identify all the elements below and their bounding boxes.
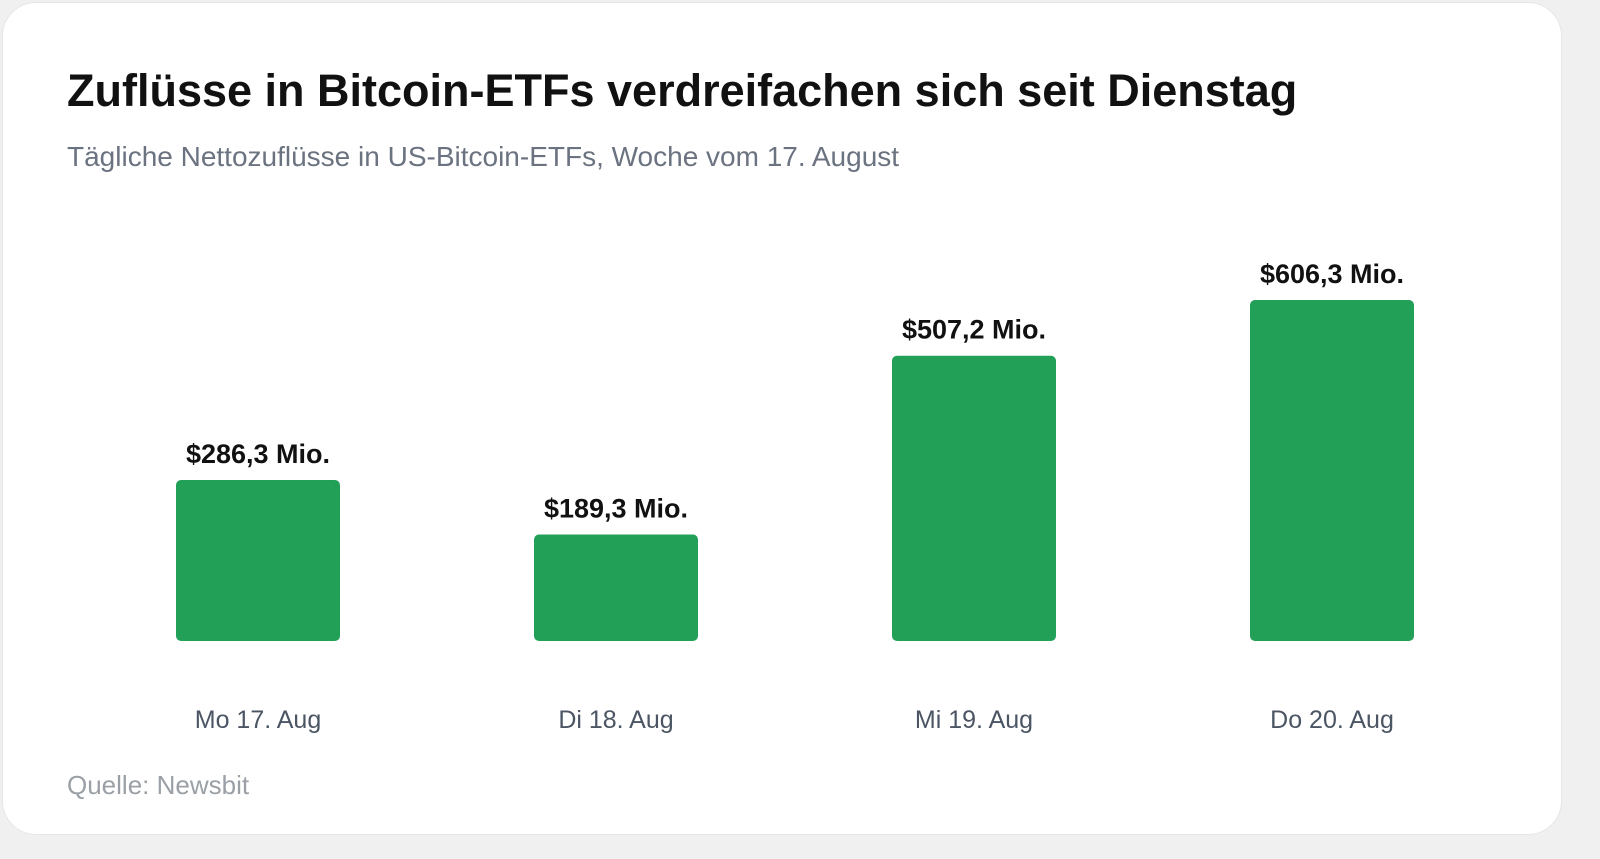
chart-title: Zuflüsse in Bitcoin-ETFs verdreifachen s… xyxy=(67,65,1298,116)
bar-1 xyxy=(176,479,340,641)
source-note: Quelle: Newsbit xyxy=(67,770,250,800)
bar-3 xyxy=(892,355,1056,641)
category-label-3: Mi 19. Aug xyxy=(915,706,1033,734)
bar-2 xyxy=(534,534,698,641)
bar-4 xyxy=(1250,300,1414,641)
data-label-2: $189,3 Mio. xyxy=(544,494,688,524)
data-label-4: $606,3 Mio. xyxy=(1260,259,1404,289)
category-label-4: Do 20. Aug xyxy=(1270,706,1394,734)
category-label-2: Di 18. Aug xyxy=(558,706,673,734)
data-label-3: $507,2 Mio. xyxy=(902,315,1046,345)
category-label-1: Mo 17. Aug xyxy=(195,706,321,734)
data-label-1: $286,3 Mio. xyxy=(186,439,330,469)
chart-subtitle: Tägliche Nettozuflüsse in US-Bitcoin-ETF… xyxy=(67,141,900,172)
